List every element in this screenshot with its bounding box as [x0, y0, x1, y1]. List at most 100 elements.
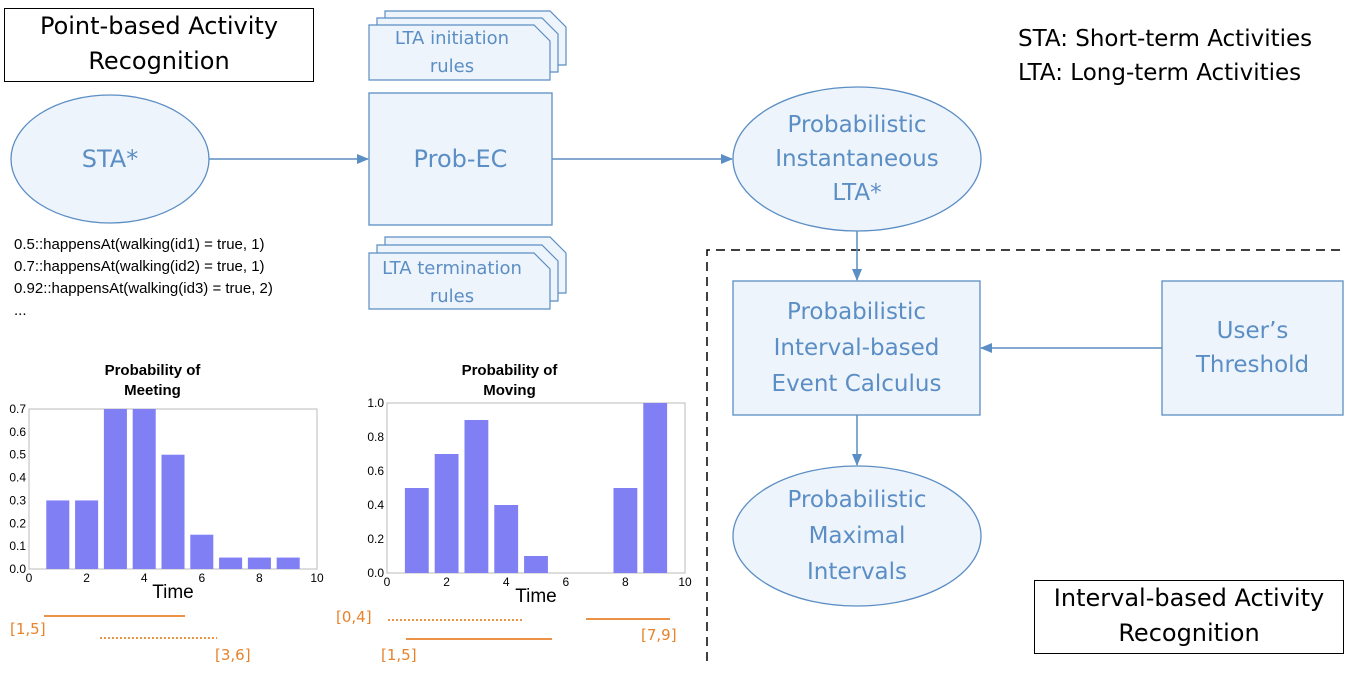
chart-1-bar-9	[643, 403, 668, 573]
piec-node: Probabilistic Interval-based Event Calcu…	[733, 281, 980, 415]
chart-0-xtick-label: 8	[256, 571, 263, 585]
chart-meeting-title-line1: Probability of	[104, 362, 201, 379]
evidence-line-4: ...	[14, 302, 27, 319]
chart-0-bar-5	[161, 454, 185, 569]
chart-1-bar-8	[613, 488, 638, 573]
chart-1-ytick-label: 0.8	[367, 430, 384, 444]
evidence-line-2: 0.7::happensAt(walking(id2) = true, 1)	[14, 258, 265, 275]
chart-1-ytick-label: 0.0	[367, 566, 384, 580]
lta-term-line1: LTA termination	[382, 258, 522, 279]
lta-termination-stack	[368, 236, 567, 310]
threshold-line1: User’s	[1216, 318, 1289, 344]
chart-0-ytick-label: 0.1	[9, 539, 26, 553]
chart-1-plot-area	[386, 402, 686, 574]
moving-interval-0-4-label: [0,4]	[336, 608, 372, 626]
lta-init-line1: LTA initiation	[394, 28, 510, 49]
chart-0-ytick-label: 0.4	[9, 471, 26, 485]
chart-moving-title-line1: Probability of	[461, 362, 558, 379]
point-based-title-box: Point-based Activity Recognition	[4, 8, 314, 82]
prob-ec-node-label: Prob-EC	[413, 145, 508, 173]
chart-0-bar-2	[75, 500, 99, 569]
point-based-title-line2: Recognition	[88, 47, 230, 75]
chart-1-xtick-label: 8	[622, 575, 629, 589]
chart-1-bar-2	[434, 454, 459, 573]
legend-lta: LTA: Long-term Activities	[1018, 60, 1302, 86]
chart-1-xtick-label: 0	[384, 575, 391, 589]
chart-0-ytick-label: 0.2	[9, 516, 26, 530]
legend: STA: Short-term Activities LTA: Long-ter…	[1018, 22, 1343, 90]
piec-line2: Interval-based	[773, 335, 940, 361]
piec-line1: Probabilistic	[787, 299, 926, 325]
chart-0-xtick-label: 10	[310, 571, 324, 585]
chart-1-bar-5	[524, 556, 548, 573]
chart-1-xtick-label: 2	[443, 575, 450, 589]
piec-node-shape	[732, 280, 981, 416]
chart-0-bar-1	[46, 500, 70, 569]
chart-0-ytick-label: 0.6	[9, 425, 26, 439]
interval-based-title-line1: Interval-based Activity	[1053, 584, 1325, 612]
chart-1-bar-4	[494, 505, 519, 573]
chart-0-xtick-label: 6	[198, 571, 205, 585]
chart-1-bar-3	[464, 420, 489, 573]
chart-0-bar-3	[103, 409, 127, 569]
chart-0-bar-6	[190, 534, 214, 569]
interval-region-border	[706, 249, 1340, 661]
chart-1-ytick-label: 1.0	[367, 396, 384, 410]
point-based-title-line1: Point-based Activity	[39, 12, 279, 40]
chart-0-xtick-label: 2	[83, 571, 90, 585]
chart-moving-title-line2: Moving	[483, 382, 536, 399]
chart-1-xtick-label: 10	[678, 575, 692, 589]
evidence-line-3: 0.92::happensAt(walking(id3) = true, 2)	[14, 280, 273, 297]
chart-0-xtick-label: 4	[141, 571, 148, 585]
threshold-line2: Threshold	[1195, 352, 1310, 378]
moving-interval-7-9-label: [7,9]	[641, 626, 677, 644]
max-intervals-node-shape	[732, 465, 982, 607]
max-intervals-line2: Maximal	[808, 523, 906, 549]
moving-interval-1-5-label: [1,5]	[381, 646, 417, 664]
chart-meeting-title: Probability of Meeting	[60, 361, 245, 401]
chart-1-ytick-label: 0.2	[367, 532, 384, 546]
interval-based-title-line2: Recognition	[1118, 619, 1260, 647]
prob-ec-node: Prob-EC	[369, 93, 552, 225]
chart-0-bar-4	[132, 409, 156, 569]
legend-sta: STA: Short-term Activities	[1018, 26, 1313, 52]
lta-init-line2: rules	[429, 56, 475, 77]
chart-meeting-title-line2: Meeting	[124, 382, 181, 399]
threshold-node: User’s Threshold	[1162, 281, 1343, 415]
piec-line3: Event Calculus	[771, 371, 942, 397]
meeting-interval-3-6-label: [3,6]	[215, 646, 251, 664]
threshold-node-shape	[1161, 280, 1344, 416]
lta-termination-node: LTA termination rules	[369, 255, 535, 310]
chart-1-bar-1	[404, 488, 429, 573]
interval-based-title-box: Interval-based Activity Recognition	[1034, 580, 1344, 654]
chart-1-xtick-label: 4	[503, 575, 510, 589]
chart-1-xlabel: Time	[515, 586, 557, 607]
max-intervals-line1: Probabilistic	[787, 487, 927, 513]
chart-0-ytick-label: 0.0	[9, 562, 26, 576]
chart-0-ytick-label: 0.5	[9, 448, 26, 462]
chart-moving-title: Probability of Moving	[417, 361, 602, 401]
chart-0-bar-7	[219, 557, 243, 569]
lta-initiation-stack	[368, 10, 567, 81]
chart-0-bar-8	[247, 557, 271, 569]
sta-node-label: STA*	[81, 145, 139, 173]
intervals-canvas	[44, 615, 670, 640]
evidence-line-1: 0.5::happensAt(walking(id1) = true, 1)	[14, 236, 265, 253]
prob-inst-lta-line2: Instantaneous	[775, 146, 939, 172]
chart-meeting: 0.0 0.1 0.2 0.3 0.4 0.5 0.6 0.7 0 2 4 6 8 10 Time	[9, 402, 324, 603]
chart-moving: 0.0 0.2 0.4 0.6 0.8 1.0 0 2 4 6 8 10 Time	[367, 396, 692, 607]
chart-0-ytick-label: 0.7	[9, 402, 26, 416]
chart-0-bar-9	[276, 557, 300, 569]
lta-initiation-node: LTA initiation rules	[369, 25, 535, 80]
chart-0-xlabel: Time	[152, 582, 194, 603]
chart-1-xtick-label: 6	[562, 575, 569, 589]
prob-ec-node-shape	[368, 92, 553, 226]
max-intervals-line3: Intervals	[806, 559, 908, 585]
prob-inst-lta-node: Probabilistic Instantaneous LTA*	[733, 87, 981, 231]
max-intervals-node: Probabilistic Maximal Intervals	[733, 466, 981, 606]
meeting-interval-1-5-label: [1,5]	[10, 620, 46, 638]
sta-node: STA*	[11, 95, 209, 223]
prob-inst-lta-line1: Probabilistic	[787, 112, 927, 138]
chart-1-ytick-label: 0.4	[367, 498, 384, 512]
